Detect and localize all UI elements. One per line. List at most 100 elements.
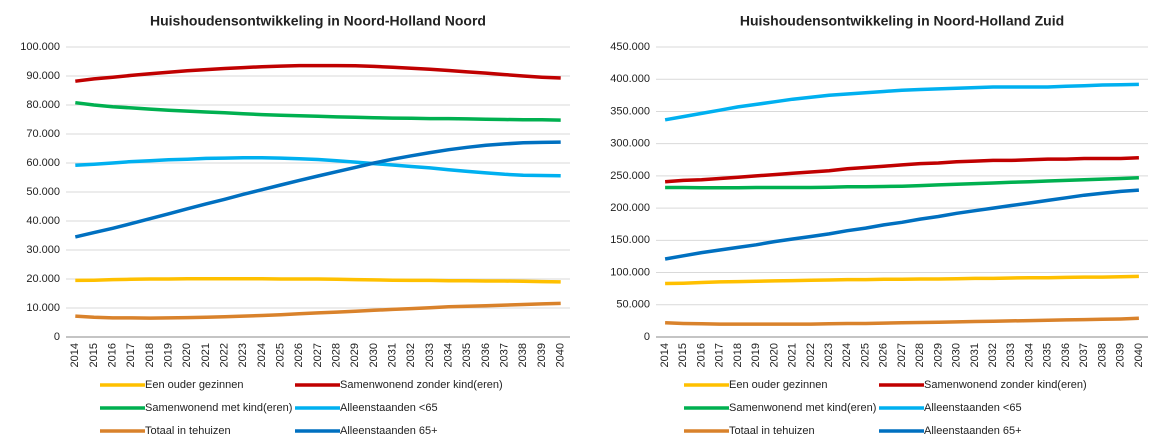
x-tick-label: 2036 bbox=[1060, 343, 1072, 367]
y-tick-label: 250.000 bbox=[610, 170, 650, 182]
x-tick-label: 2038 bbox=[517, 343, 529, 367]
x-tick-label: 2019 bbox=[750, 343, 762, 367]
x-tick-label: 2030 bbox=[951, 343, 963, 367]
x-tick-label: 2021 bbox=[787, 343, 799, 367]
x-tick-label: 2026 bbox=[878, 343, 890, 367]
x-tick-label: 2020 bbox=[181, 343, 193, 367]
legend-label: Totaal in tehuizen bbox=[145, 425, 231, 437]
x-tick-label: 2026 bbox=[293, 343, 305, 367]
y-tick-label: 100.000 bbox=[610, 266, 650, 278]
series-line bbox=[665, 274, 1139, 286]
y-tick-label: 10.000 bbox=[26, 302, 60, 314]
legend-label: Een ouder gezinnen bbox=[729, 379, 827, 391]
series-line bbox=[664, 188, 1140, 261]
x-tick-label: 2016 bbox=[107, 343, 119, 367]
x-tick-label: 2033 bbox=[1005, 343, 1017, 367]
x-tick-label: 2032 bbox=[405, 343, 417, 367]
legend-label: Alleenstaanden 65+ bbox=[924, 425, 1022, 437]
legend-label: Alleenstaanden 65+ bbox=[340, 425, 438, 437]
x-tick-label: 2020 bbox=[768, 343, 780, 367]
legend-label: Alleenstaanden <65 bbox=[924, 402, 1022, 414]
chart-title: Huishoudensontwikkeling in Noord-Holland… bbox=[740, 13, 1064, 29]
x-tick-label: 2038 bbox=[1096, 343, 1108, 367]
series-line bbox=[664, 82, 1139, 122]
legend-label: Samenwonend zonder kind(eren) bbox=[340, 379, 503, 391]
y-tick-label: 20.000 bbox=[26, 273, 60, 285]
y-tick-label: 200.000 bbox=[610, 202, 650, 214]
y-tick-label: 90.000 bbox=[26, 70, 60, 82]
x-tick-label: 2022 bbox=[219, 343, 231, 367]
y-tick-label: 50.000 bbox=[616, 299, 650, 311]
x-tick-label: 2037 bbox=[1078, 343, 1090, 367]
x-tick-label: 2017 bbox=[714, 343, 726, 367]
series-line bbox=[664, 156, 1139, 184]
x-tick-label: 2028 bbox=[914, 343, 926, 367]
x-tick-label: 2018 bbox=[732, 343, 744, 367]
x-tick-label: 2025 bbox=[859, 343, 871, 367]
x-tick-label: 2023 bbox=[237, 343, 249, 367]
x-tick-label: 2029 bbox=[932, 343, 944, 367]
x-tick-label: 2035 bbox=[461, 343, 473, 367]
x-tick-label: 2017 bbox=[125, 343, 137, 367]
series-line bbox=[75, 156, 561, 178]
series-line bbox=[75, 301, 561, 320]
series-line bbox=[665, 176, 1139, 190]
x-tick-label: 2029 bbox=[349, 343, 361, 367]
x-tick-label: 2031 bbox=[387, 343, 399, 367]
y-tick-label: 60.000 bbox=[26, 157, 60, 169]
x-tick-label: 2019 bbox=[163, 343, 175, 367]
y-tick-label: 30.000 bbox=[26, 244, 60, 256]
x-tick-label: 2039 bbox=[536, 343, 548, 367]
y-tick-label: 50.000 bbox=[26, 186, 60, 198]
x-tick-label: 2016 bbox=[695, 343, 707, 367]
y-tick-label: 100.000 bbox=[20, 41, 60, 53]
chart-title: Huishoudensontwikkeling in Noord-Holland… bbox=[150, 13, 486, 29]
x-tick-label: 2021 bbox=[200, 343, 212, 367]
y-tick-label: 40.000 bbox=[26, 215, 60, 227]
y-tick-label: 70.000 bbox=[26, 128, 60, 140]
x-tick-label: 2035 bbox=[1042, 343, 1054, 367]
chart: Huishoudensontwikkeling in Noord-Holland… bbox=[610, 13, 1148, 437]
series-line bbox=[75, 63, 561, 83]
legend-label: Samenwonend met kind(eren) bbox=[145, 402, 292, 414]
x-tick-label: 2031 bbox=[969, 343, 981, 367]
x-tick-label: 2014 bbox=[659, 343, 671, 367]
legend-label: Een ouder gezinnen bbox=[145, 379, 243, 391]
x-tick-label: 2040 bbox=[555, 343, 567, 367]
x-tick-label: 2024 bbox=[256, 343, 268, 367]
x-tick-label: 2034 bbox=[443, 343, 455, 367]
x-tick-label: 2036 bbox=[480, 343, 492, 367]
y-tick-label: 300.000 bbox=[610, 138, 650, 150]
x-tick-label: 2033 bbox=[424, 343, 436, 367]
x-tick-label: 2039 bbox=[1115, 343, 1127, 367]
x-tick-label: 2027 bbox=[312, 343, 324, 367]
x-tick-label: 2034 bbox=[1023, 343, 1035, 367]
series-line bbox=[665, 316, 1139, 326]
x-tick-label: 2014 bbox=[69, 343, 81, 367]
x-tick-label: 2027 bbox=[896, 343, 908, 367]
legend-label: Alleenstaanden <65 bbox=[340, 402, 438, 414]
y-tick-label: 450.000 bbox=[610, 41, 650, 53]
series-line bbox=[75, 276, 561, 284]
y-tick-label: 350.000 bbox=[610, 105, 650, 117]
x-tick-label: 2025 bbox=[275, 343, 287, 367]
x-tick-label: 2015 bbox=[88, 343, 100, 367]
chart: Huishoudensontwikkeling in Noord-Holland… bbox=[20, 13, 570, 437]
legend-label: Samenwonend met kind(eren) bbox=[729, 402, 876, 414]
series-line bbox=[74, 140, 561, 239]
legend-label: Totaal in tehuizen bbox=[729, 425, 815, 437]
x-tick-label: 2018 bbox=[144, 343, 156, 367]
y-tick-label: 80.000 bbox=[26, 99, 60, 111]
x-tick-label: 2024 bbox=[841, 343, 853, 367]
x-tick-label: 2030 bbox=[368, 343, 380, 367]
y-tick-label: 150.000 bbox=[610, 234, 650, 246]
x-tick-label: 2023 bbox=[823, 343, 835, 367]
x-tick-label: 2032 bbox=[987, 343, 999, 367]
x-tick-label: 2040 bbox=[1133, 343, 1145, 367]
y-tick-label: 0 bbox=[54, 331, 60, 343]
legend-label: Samenwonend zonder kind(eren) bbox=[924, 379, 1087, 391]
y-tick-label: 0 bbox=[644, 331, 650, 343]
y-tick-label: 400.000 bbox=[610, 73, 650, 85]
x-tick-label: 2037 bbox=[499, 343, 511, 367]
